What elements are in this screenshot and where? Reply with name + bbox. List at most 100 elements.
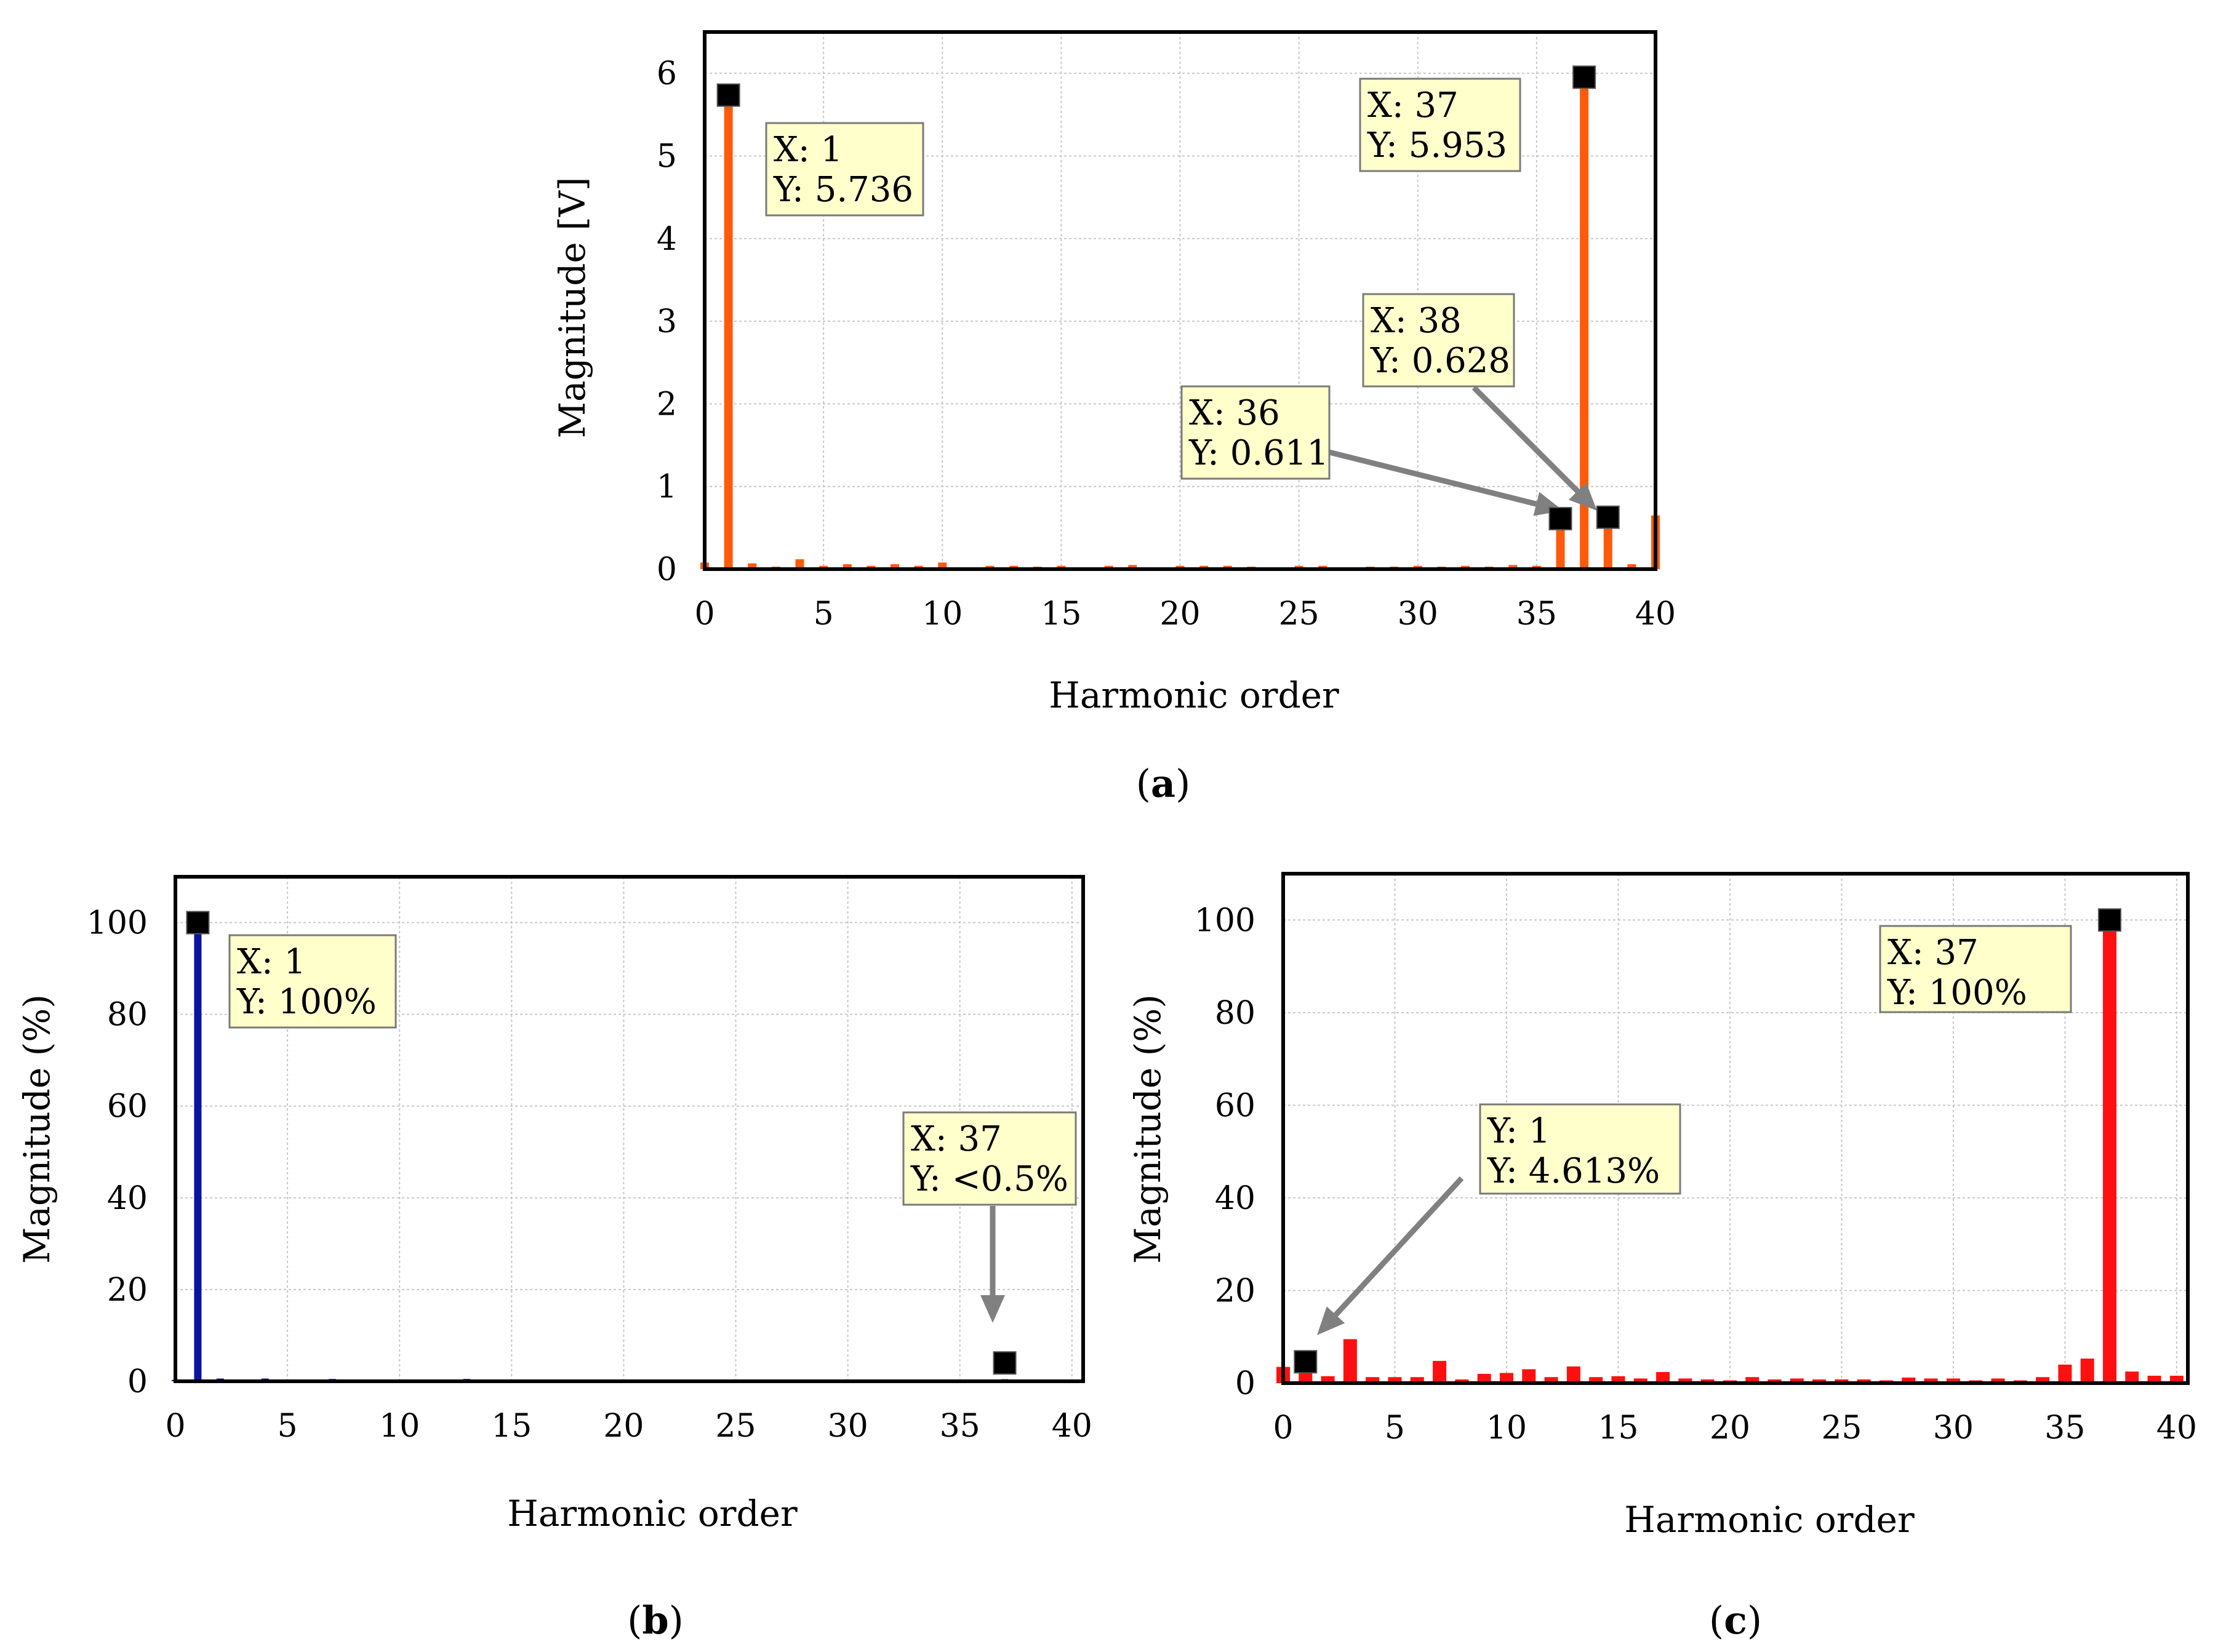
chart-panel-c: 0 5 10 15 20 25 30 35 40 0 20 40 60 80 100 Harmonic ord…	[1127, 872, 2197, 1643]
bar-18	[1678, 1378, 1692, 1383]
bar-6	[1410, 1377, 1424, 1383]
datatip-box	[1879, 925, 2072, 1013]
datatip-box	[1359, 78, 1521, 172]
bar-37	[1580, 77, 1589, 569]
bar-36	[2080, 1359, 2094, 1383]
bar-38	[1603, 517, 1612, 569]
bar-15	[1611, 1376, 1625, 1383]
x-tick-label: 25	[1821, 1410, 1862, 1446]
x-tick-label: 40	[1052, 1408, 1092, 1445]
x-tick-label: 5	[278, 1408, 298, 1445]
x-tick-label: 35	[2044, 1410, 2085, 1446]
bar-19	[1700, 1379, 1715, 1383]
bar-18	[1128, 565, 1137, 569]
y-tick-label: 3	[657, 303, 677, 340]
y-tick-label: 100	[1195, 902, 1255, 939]
datatip-line: Y: 0.628	[1370, 341, 1510, 381]
y-axis-label: Magnitude (%)	[1127, 994, 1169, 1264]
bar-10	[1499, 1373, 1513, 1383]
x-tick-label: 5	[814, 596, 834, 632]
y-tick-label: 40	[107, 1180, 148, 1217]
x-tick-label: 10	[1486, 1410, 1527, 1446]
x-tick-label: 25	[1279, 596, 1319, 632]
y-tick-label: 40	[1215, 1180, 1255, 1217]
data-marker	[2097, 908, 2121, 932]
figure-caption: (a)	[1136, 761, 1191, 806]
datatip-line: X: 1	[237, 942, 306, 982]
bar-17	[1656, 1371, 1670, 1383]
datatip-line: X: 37	[1367, 86, 1459, 126]
bar-38	[2125, 1371, 2139, 1383]
bar-8	[891, 564, 899, 569]
bar-1	[724, 95, 733, 569]
x-tick-label: 30	[828, 1408, 868, 1445]
bar-4	[795, 559, 804, 569]
x-axis-label: Harmonic order	[1624, 1499, 1915, 1541]
bar-22	[1768, 1379, 1782, 1383]
bar-23	[1790, 1378, 1804, 1383]
bar-40	[2169, 1375, 2184, 1383]
y-axis-label: Magnitude (%)	[16, 994, 58, 1264]
datatip-line: Y: 100%	[1887, 973, 2027, 1013]
bar-5	[1388, 1377, 1402, 1383]
bar-21	[1745, 1377, 1760, 1383]
x-tick-label: 35	[940, 1408, 980, 1445]
bar-26	[1857, 1379, 1871, 1383]
datatip-line: X: 37	[1888, 933, 1979, 973]
annotation-arrow	[1334, 1176, 1464, 1317]
data-marker	[1596, 505, 1620, 529]
bar-24	[1812, 1379, 1827, 1383]
x-tick-label: 40	[2156, 1410, 2197, 1446]
bar-16	[1633, 1378, 1647, 1383]
bar-12	[1544, 1377, 1558, 1383]
plot-frame	[703, 30, 1657, 571]
datatip-box	[765, 122, 924, 217]
bar-39	[1627, 564, 1636, 569]
bar-28	[1902, 1377, 1916, 1383]
y-tick-label: 4	[657, 221, 677, 258]
y-tick-label: 20	[1215, 1272, 1255, 1309]
bar-34	[2036, 1377, 2050, 1383]
annotation-arrow	[1328, 449, 1537, 507]
x-tick-label: 0	[1273, 1410, 1293, 1446]
chart-panel-a: 0 5 10 15 20 25 30 35 40 0 1 2 3 4 5 6 Harmonic order Mag…	[551, 30, 1676, 806]
bar-37	[2102, 920, 2116, 1383]
bar-10	[938, 562, 947, 569]
bar-9	[1477, 1373, 1491, 1383]
datatip-line: X: 1	[774, 130, 843, 170]
x-tick-label: 0	[165, 1408, 185, 1445]
bar-29	[1924, 1378, 1938, 1383]
x-tick-label: 25	[715, 1408, 756, 1445]
x-axis-label: Harmonic order	[1049, 674, 1339, 716]
bar-32	[1991, 1378, 2005, 1383]
datatip-line: Y: 5.953	[1367, 126, 1507, 166]
x-tick-label: 30	[1933, 1410, 1974, 1446]
y-tick-label: 0	[127, 1363, 148, 1400]
y-tick-label: 20	[107, 1272, 148, 1309]
bar-3	[1343, 1339, 1357, 1383]
bar-39	[2147, 1375, 2161, 1383]
x-tick-label: 10	[922, 596, 963, 632]
datatip-box	[1362, 293, 1515, 388]
data-marker	[716, 83, 740, 107]
datatip-line: Y: 5.736	[773, 170, 913, 210]
datatip-line: Y: 4.613%	[1487, 1151, 1660, 1191]
data-marker	[993, 1351, 1017, 1375]
x-tick-label: 5	[1385, 1410, 1405, 1446]
datatip-box	[902, 1111, 1077, 1206]
datatip-line: Y: 0.611	[1188, 433, 1329, 473]
bar-36	[1556, 518, 1565, 569]
y-tick-label: 60	[1215, 1087, 1255, 1124]
datatip-line: Y: 100%	[236, 982, 377, 1022]
figure-caption: (c)	[1709, 1598, 1762, 1643]
x-tick-label: 15	[1598, 1410, 1638, 1446]
bar-6	[843, 564, 852, 569]
bar-1	[194, 922, 202, 1381]
data-marker	[186, 911, 210, 935]
datatip-line: Y: <0.5%	[910, 1159, 1068, 1199]
datatip-line: X: 38	[1371, 301, 1462, 341]
x-tick-label: 35	[1516, 596, 1557, 632]
x-axis-label: Harmonic order	[507, 1493, 798, 1534]
data-marker	[1294, 1350, 1318, 1374]
